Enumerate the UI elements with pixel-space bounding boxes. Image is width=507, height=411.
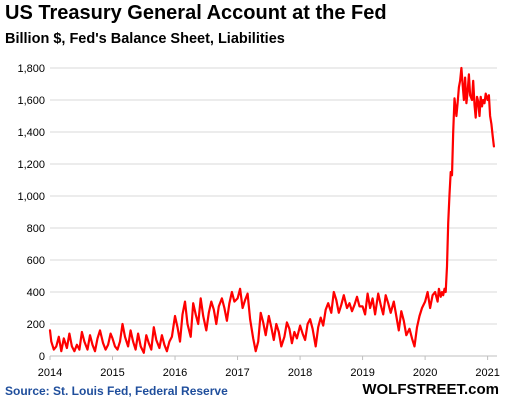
y-tick-label: 400 [27,287,45,299]
y-tick-label: 600 [27,255,45,267]
y-axis-ticks: 0 200 400 600 800 1,000 1,200 1,400 1,600 1,800 [17,63,45,363]
y-tick-label: 1,800 [17,63,45,75]
y-tick-label: 1,000 [17,191,45,203]
x-tick-label: 2019 [350,367,374,379]
source-note: Source: St. Louis Fed, Federal Reserve [5,384,228,398]
x-tick-label: 2016 [163,367,187,379]
watermark: WOLFSTREET.com [362,381,499,398]
chart-subtitle: Billion $, Fed's Balance Sheet, Liabilit… [5,31,285,47]
x-tick-label: 2014 [38,367,62,379]
y-tick-label: 0 [39,351,45,363]
y-tick-label: 200 [27,319,45,331]
y-tick-label: 1,600 [17,95,45,107]
x-axis-ticks: 2014 2015 2016 2017 2018 2019 2020 2021 [38,356,500,379]
chart-title: US Treasury General Account at the Fed [5,2,387,24]
x-tick-label: 2018 [288,367,312,379]
series-layer [48,66,495,354]
y-tick-label: 1,200 [17,159,45,171]
y-tick-label: 1,400 [17,127,45,139]
x-tick-label: 2021 [475,367,499,379]
x-tick-label: 2020 [413,367,437,379]
x-tick-label: 2017 [225,367,249,379]
gridlines [50,67,497,357]
x-tick-label: 2015 [100,367,124,379]
y-tick-label: 800 [27,223,45,235]
series-line-0 [48,66,495,354]
